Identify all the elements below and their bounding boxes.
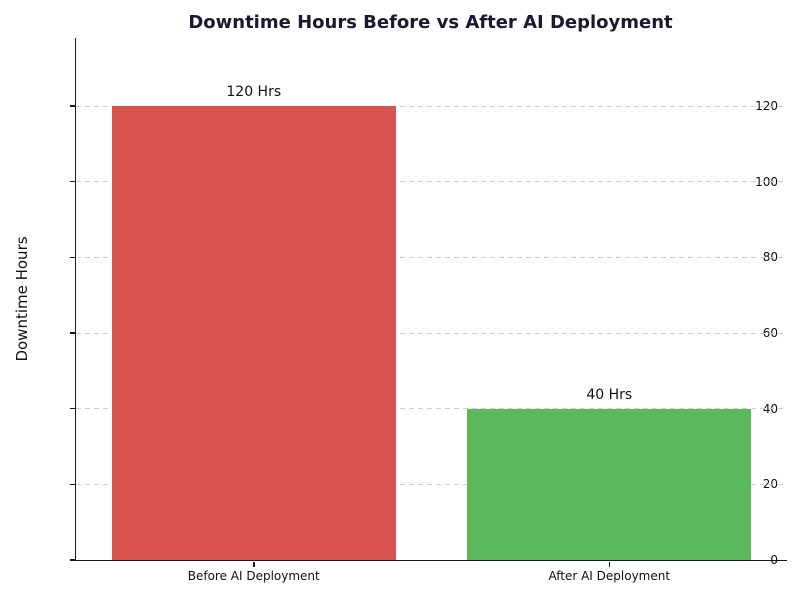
bar <box>467 408 752 560</box>
gridline <box>76 408 787 410</box>
y-tick-label: 0 <box>770 553 778 567</box>
gridline <box>76 105 787 107</box>
y-tick-mark <box>69 559 75 561</box>
y-tick-mark <box>69 105 75 107</box>
y-tick-mark <box>69 483 75 486</box>
x-tick-label: Before AI Deployment <box>187 569 320 583</box>
y-tick-mark <box>69 332 75 334</box>
chart-title: Downtime Hours Before vs After AI Deploy… <box>188 12 673 33</box>
bar <box>111 106 396 560</box>
gridline <box>76 181 787 183</box>
bar-value-label: 40 Hrs <box>586 386 633 403</box>
plot-area: 0 20 40 60 80 100 120 120 Hrs Before AI Deployme… <box>69 38 787 583</box>
x-tick-mark <box>253 561 255 567</box>
gridline <box>76 332 787 334</box>
gridline <box>76 256 787 258</box>
y-tick-mark <box>69 407 75 410</box>
x-tick-label: After AI Deployment <box>548 569 671 583</box>
y-tick-mark <box>69 256 75 259</box>
x-tick-mark <box>608 561 610 567</box>
bar-value-label: 120 Hrs <box>226 84 282 101</box>
y-tick-mark <box>69 180 75 183</box>
y-axis-label: Downtime Hours <box>13 236 31 362</box>
gridline <box>76 483 787 485</box>
